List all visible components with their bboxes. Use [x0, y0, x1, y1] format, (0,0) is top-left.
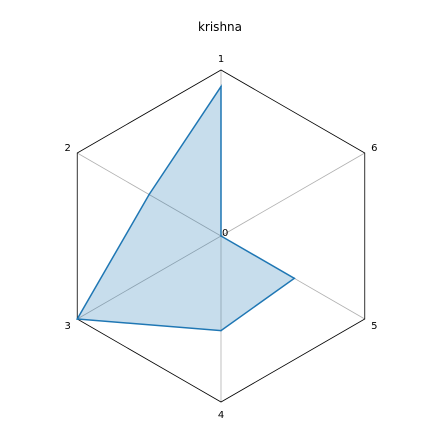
chart-title: krishna: [198, 20, 242, 34]
series-layer: [75, 84, 296, 332]
axis-label-1: 1: [218, 54, 224, 65]
series-point-3: [76, 318, 79, 320]
label-layer: 1 2 3 4 5 6: [64, 54, 377, 421]
radar-frame: [76, 69, 366, 403]
frame-layer: [76, 69, 366, 403]
series-point-4: [220, 329, 222, 332]
axis-label-4: 4: [218, 410, 224, 421]
series-point-5: [293, 277, 296, 280]
series-area-0: [77, 86, 295, 331]
axis-label-3: 3: [64, 321, 70, 332]
axis-label-2: 2: [64, 143, 70, 154]
center-label: 0: [222, 228, 228, 239]
series-point-6: [220, 235, 222, 237]
axis-label-5: 5: [371, 321, 377, 332]
series-point-1: [220, 85, 222, 88]
grid-spoke-6: [220, 152, 365, 237]
axis-label-6: 6: [371, 143, 377, 154]
series-point-2: [148, 193, 150, 196]
grid-spoke-3: [77, 235, 222, 320]
